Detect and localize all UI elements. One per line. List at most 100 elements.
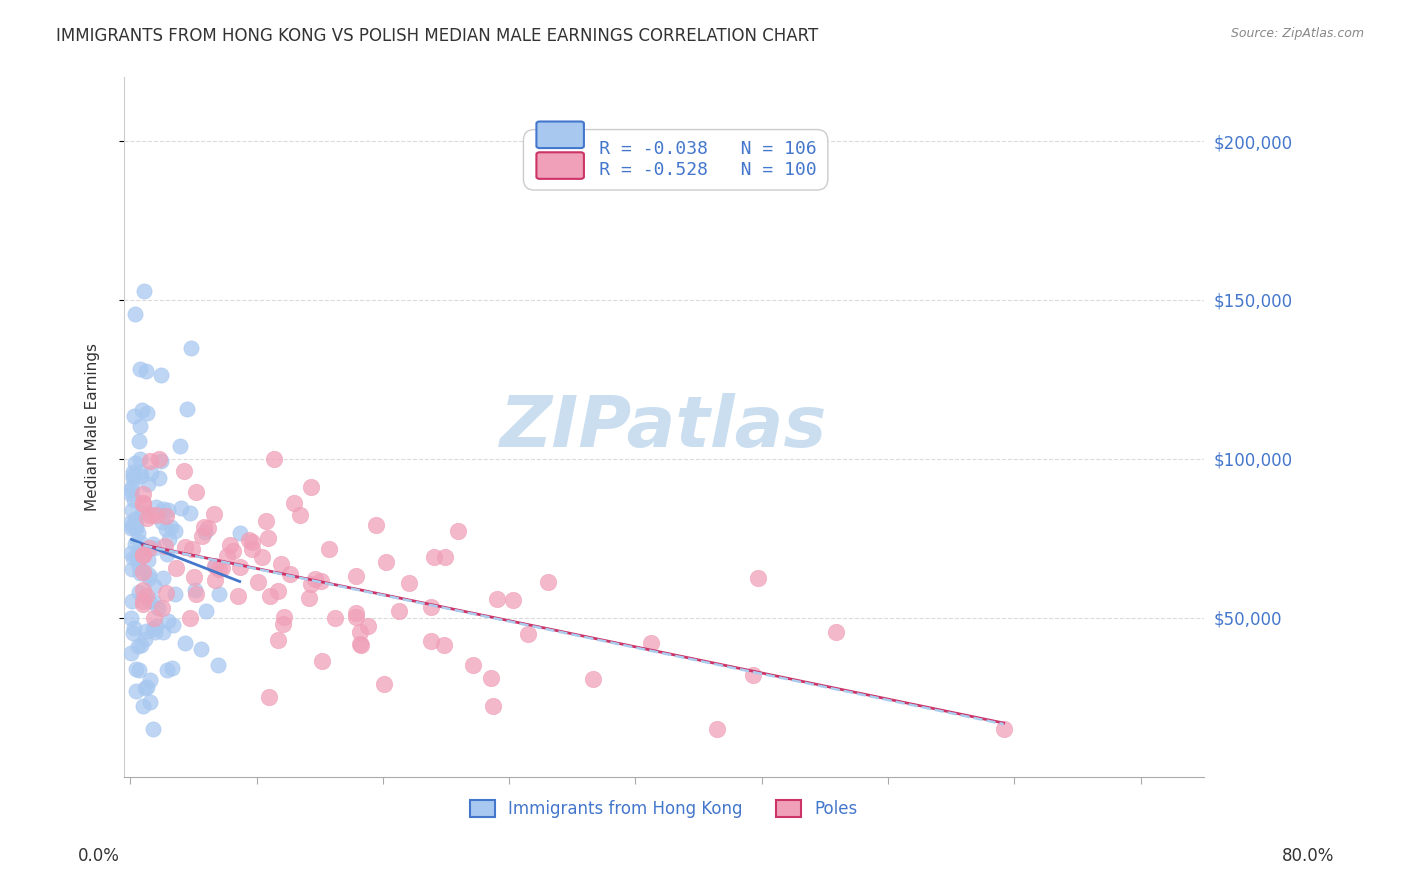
Point — [537, 575, 560, 590]
Point — [136, 680, 159, 694]
Point — [160, 661, 183, 675]
Point — [148, 452, 170, 467]
Point — [121, 594, 143, 608]
Point — [135, 364, 157, 378]
Point — [142, 722, 165, 736]
Point — [132, 583, 155, 598]
Point — [173, 540, 195, 554]
Point — [138, 571, 160, 585]
Point — [747, 571, 769, 585]
Point — [301, 577, 323, 591]
Point — [134, 681, 156, 695]
Point — [124, 307, 146, 321]
Point — [128, 543, 150, 558]
Point — [204, 558, 226, 573]
Point — [138, 594, 160, 608]
Point — [132, 548, 155, 562]
Point — [145, 619, 167, 633]
Point — [148, 471, 170, 485]
Point — [128, 534, 150, 549]
Point — [193, 519, 215, 533]
Point — [155, 586, 177, 600]
Point — [742, 667, 765, 681]
Point — [226, 589, 249, 603]
Point — [121, 486, 143, 500]
Point — [208, 587, 231, 601]
Point — [121, 646, 143, 660]
Point — [122, 467, 145, 482]
Point — [127, 639, 149, 653]
Point — [121, 480, 143, 494]
Point — [139, 467, 162, 481]
Point — [124, 515, 146, 529]
Point — [433, 638, 456, 652]
Point — [204, 558, 226, 573]
Point — [323, 611, 346, 625]
Point — [132, 597, 155, 611]
Point — [176, 402, 198, 417]
Point — [121, 519, 143, 533]
Point — [349, 638, 371, 652]
Point — [142, 594, 165, 608]
Point — [121, 610, 143, 624]
Point — [422, 550, 444, 565]
Point — [349, 638, 371, 652]
Point — [179, 506, 201, 520]
Point — [344, 606, 367, 620]
Point — [155, 539, 177, 553]
Point — [993, 722, 1015, 736]
Point — [257, 690, 280, 704]
Point — [136, 511, 159, 525]
Point — [142, 610, 165, 624]
Text: IMMIGRANTS FROM HONG KONG VS POLISH MEDIAN MALE EARNINGS CORRELATION CHART: IMMIGRANTS FROM HONG KONG VS POLISH MEDI… — [56, 27, 818, 45]
Point — [160, 520, 183, 534]
Point — [191, 529, 214, 543]
Point — [138, 552, 160, 566]
Point — [121, 503, 143, 517]
Text: R = -0.038   N = 106
      R = -0.528   N = 100: R = -0.038 N = 106 R = -0.528 N = 100 — [534, 140, 817, 179]
Point — [143, 625, 166, 640]
Point — [482, 699, 505, 714]
Point — [122, 550, 145, 565]
Point — [121, 546, 143, 560]
Point — [247, 574, 270, 589]
Text: 0.0%: 0.0% — [77, 847, 120, 865]
Point — [131, 638, 153, 652]
Point — [181, 541, 204, 556]
Point — [283, 496, 305, 510]
Point — [266, 633, 288, 648]
Point — [131, 699, 153, 714]
Point — [254, 514, 277, 528]
Point — [162, 617, 184, 632]
Point — [208, 562, 231, 576]
Point — [502, 592, 524, 607]
Point — [311, 654, 333, 668]
Point — [180, 342, 202, 356]
Point — [138, 508, 160, 522]
FancyBboxPatch shape — [537, 121, 583, 148]
Point — [240, 542, 263, 557]
Legend: Immigrants from Hong Kong, Poles: Immigrants from Hong Kong, Poles — [464, 793, 865, 824]
Y-axis label: Median Male Earnings: Median Male Earnings — [86, 343, 100, 511]
Point — [129, 451, 152, 466]
Point — [263, 452, 285, 467]
Point — [125, 684, 148, 698]
Point — [132, 548, 155, 562]
Point — [132, 496, 155, 510]
Point — [125, 662, 148, 676]
Point — [461, 657, 484, 672]
Point — [273, 609, 295, 624]
Point — [138, 568, 160, 582]
Point — [516, 626, 538, 640]
Point — [640, 635, 662, 649]
Point — [259, 589, 281, 603]
Point — [298, 591, 321, 605]
Point — [128, 465, 150, 479]
Point — [143, 579, 166, 593]
Point — [131, 402, 153, 417]
Point — [183, 570, 205, 584]
Point — [202, 508, 225, 522]
Point — [121, 515, 143, 529]
Point — [373, 677, 395, 691]
Point — [128, 566, 150, 580]
